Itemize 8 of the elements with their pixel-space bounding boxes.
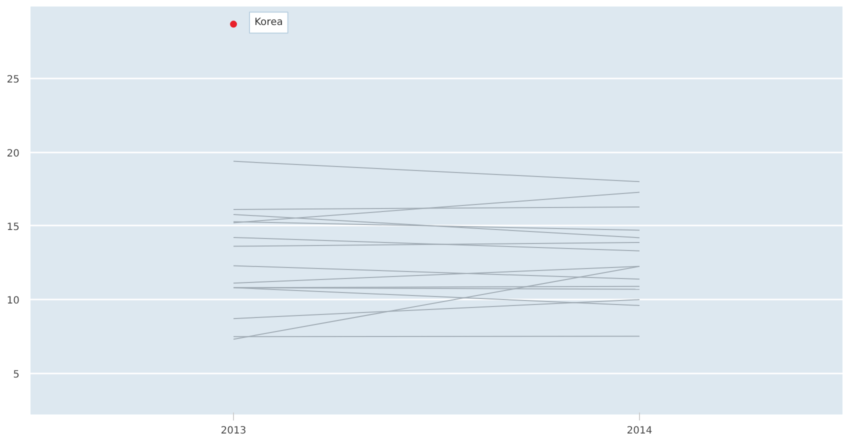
- y-tick-label: 10: [6, 296, 20, 307]
- y-tick-label: 25: [6, 74, 20, 86]
- y-tick-label: 5: [13, 369, 20, 380]
- x-tick-label: 2014: [626, 426, 652, 436]
- series-label: Korea: [254, 17, 283, 28]
- y-tick-label: 20: [6, 148, 20, 160]
- y-tick-label: 15: [6, 222, 20, 233]
- x-tick-label: 2013: [220, 426, 246, 436]
